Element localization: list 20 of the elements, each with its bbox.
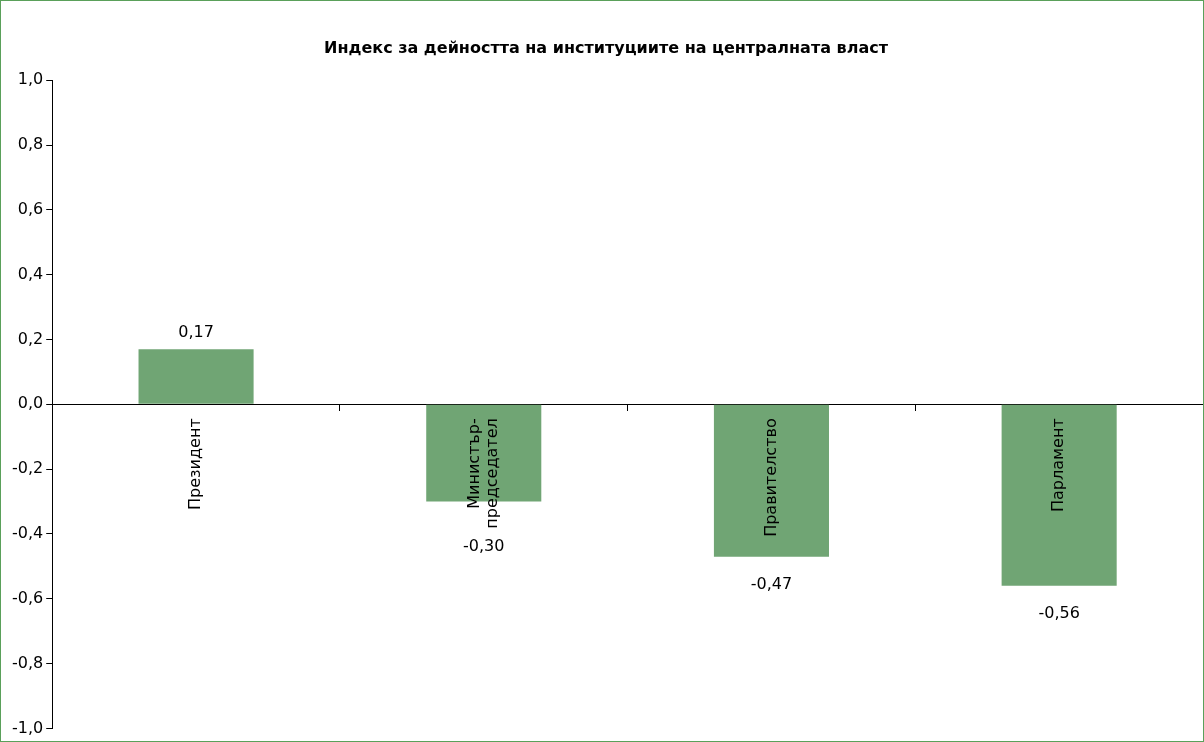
y-tick-label: 0,4 [17,263,44,283]
x-tick-label: Министър-председател [463,418,501,529]
x-tick-label: Парламент [1048,418,1068,513]
y-tick-label: -0,4 [12,523,44,543]
x-tick-label: Президент [185,418,205,510]
data-label: -0,30 [463,535,505,555]
data-label: -0,56 [1038,602,1080,622]
y-tick-label: 0,6 [17,199,44,218]
chart-title: Индекс за дейността на институциите на централната власт [324,37,889,57]
data-label: 0,17 [178,322,214,342]
y-tick-label: -0,6 [12,587,44,607]
y-tick-label: 1,0 [17,69,44,89]
x-tick-label: Правителство [760,418,780,537]
y-tick-label: -1,0 [12,717,44,737]
y-tick-label: -0,8 [12,652,44,672]
y-tick-label: 0,0 [17,393,44,413]
y-tick-label: 0,2 [17,328,44,348]
y-tick-label: 0,8 [17,134,44,154]
y-tick-label: -0,2 [12,458,44,478]
data-label: -0,47 [750,573,793,593]
